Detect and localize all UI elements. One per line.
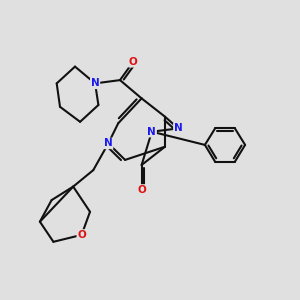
Text: N: N [91,78,100,88]
Text: O: O [77,230,86,240]
Text: N: N [104,138,113,148]
Text: N: N [174,123,183,134]
Text: O: O [137,185,146,195]
Text: N: N [147,127,156,137]
Text: O: O [129,57,138,67]
